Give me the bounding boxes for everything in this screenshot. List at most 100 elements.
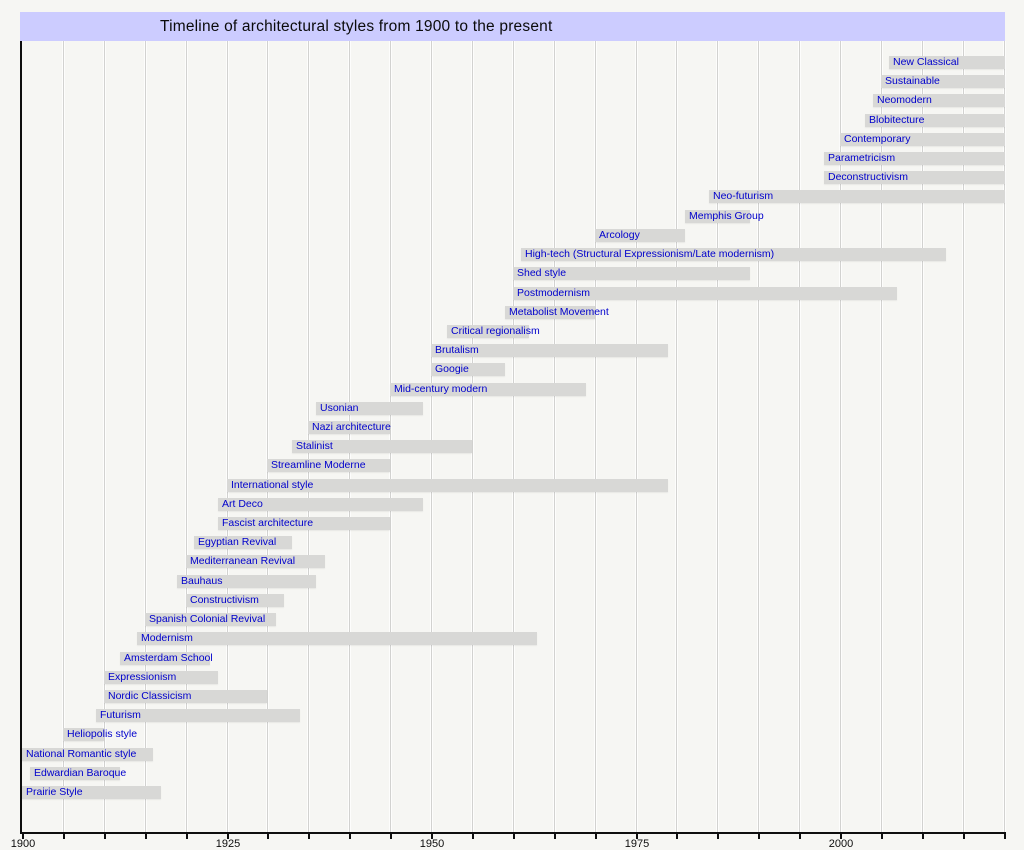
style-bar — [840, 133, 1005, 146]
style-bar — [824, 152, 1005, 165]
style-label: Memphis Group — [689, 210, 764, 222]
axis-tick — [758, 834, 760, 839]
style-label: Fascist architecture — [222, 517, 314, 529]
axis-tick-label: 1900 — [10, 838, 36, 850]
style-label: Neo-futurism — [713, 190, 774, 202]
gridline-1940 — [349, 41, 350, 832]
style-label: Spanish Colonial Revival — [149, 613, 266, 625]
axis-tick — [349, 834, 351, 839]
style-label: Shed style — [517, 267, 567, 279]
style-label: Metabolist Movement — [509, 306, 609, 318]
style-label: Contemporary — [844, 133, 911, 145]
style-bar — [177, 575, 316, 588]
style-bar — [267, 459, 390, 472]
axis-tick — [840, 834, 842, 839]
axis-tick — [145, 834, 147, 839]
gridline-1980 — [676, 41, 677, 832]
style-label: Egyptian Revival — [198, 536, 277, 548]
gridline-1990 — [758, 41, 759, 832]
style-bar — [513, 287, 897, 300]
style-label: Expressionism — [108, 671, 177, 683]
style-label: Art Deco — [222, 498, 263, 510]
gridline-1920 — [186, 41, 187, 832]
axis-tick — [1004, 834, 1006, 839]
style-bar — [120, 652, 210, 665]
style-bar — [316, 402, 423, 415]
axis-tick — [22, 834, 24, 839]
style-label: High-tech (Structural Expressionism/Late… — [525, 248, 775, 260]
axis-tick-label: 1925 — [215, 838, 241, 850]
gridline-2005 — [881, 41, 882, 832]
style-label: Nordic Classicism — [108, 690, 192, 702]
style-label: Heliopolis style — [67, 728, 138, 740]
style-label: Nazi architecture — [312, 421, 391, 433]
axis-tick — [104, 834, 106, 839]
style-label: Googie — [435, 363, 469, 375]
axis-tick — [267, 834, 269, 839]
axis-tick — [308, 834, 310, 839]
style-bar — [104, 690, 267, 703]
axis-tick — [676, 834, 678, 839]
style-bar — [63, 728, 104, 741]
style-bar — [873, 94, 1005, 107]
style-label: Bauhaus — [181, 575, 223, 587]
style-label: Mid-century modern — [394, 383, 488, 395]
gridline-2015 — [963, 41, 964, 832]
gridline-1930 — [267, 41, 268, 832]
style-bar — [137, 632, 537, 645]
style-label: Constructivism — [190, 594, 259, 606]
style-label: Critical regionalism — [451, 325, 540, 337]
style-bar — [824, 171, 1005, 184]
style-label: Deconstructivism — [828, 171, 908, 183]
style-label: Amsterdam School — [124, 652, 213, 664]
style-bar — [881, 75, 1005, 88]
axis-tick-label: 1950 — [419, 838, 445, 850]
axis-tick-label: 2000 — [828, 838, 854, 850]
axis-tick — [636, 834, 638, 839]
style-bar — [186, 555, 325, 568]
gridline-1925 — [227, 41, 228, 832]
gridline-2000 — [840, 41, 841, 832]
style-label: Neomodern — [877, 94, 932, 106]
style-bar — [194, 536, 292, 549]
style-label: Parametricism — [828, 152, 896, 164]
style-bar — [709, 190, 1005, 203]
gridline-1945 — [390, 41, 391, 832]
axis-tick — [513, 834, 515, 839]
style-bar — [505, 306, 595, 319]
style-bar — [431, 363, 505, 376]
chart-title: Timeline of architectural styles from 19… — [160, 18, 553, 35]
style-bar — [308, 421, 390, 434]
style-label: Sustainable — [885, 75, 940, 87]
axis-tick — [963, 834, 965, 839]
style-label: Edwardian Baroque — [34, 767, 127, 779]
style-label: International style — [231, 479, 314, 491]
gridline-1915 — [145, 41, 146, 832]
axis-tick — [472, 834, 474, 839]
style-bar — [447, 325, 529, 338]
style-bar — [865, 114, 1005, 127]
gridline-1960 — [513, 41, 514, 832]
style-bar — [22, 786, 161, 799]
gridline-1970 — [595, 41, 596, 832]
style-bar — [30, 767, 120, 780]
style-bar — [431, 344, 668, 357]
axis-tick — [390, 834, 392, 839]
style-bar — [145, 613, 276, 626]
style-label: Blobitecture — [869, 114, 925, 126]
axis-tick — [799, 834, 801, 839]
axis-tick — [881, 834, 883, 839]
style-bar — [390, 383, 586, 396]
axis-tick — [717, 834, 719, 839]
gridline-2020 — [1004, 41, 1005, 832]
style-bar — [521, 248, 946, 261]
gridline-1965 — [554, 41, 555, 832]
gridline-1905 — [63, 41, 64, 832]
style-label: Brutalism — [435, 344, 479, 356]
axis-tick — [554, 834, 556, 839]
style-bar — [513, 267, 750, 280]
style-label: Prairie Style — [26, 786, 83, 798]
style-label: National Romantic style — [26, 748, 137, 760]
style-label: Arcology — [599, 229, 640, 241]
style-bar — [595, 229, 685, 242]
